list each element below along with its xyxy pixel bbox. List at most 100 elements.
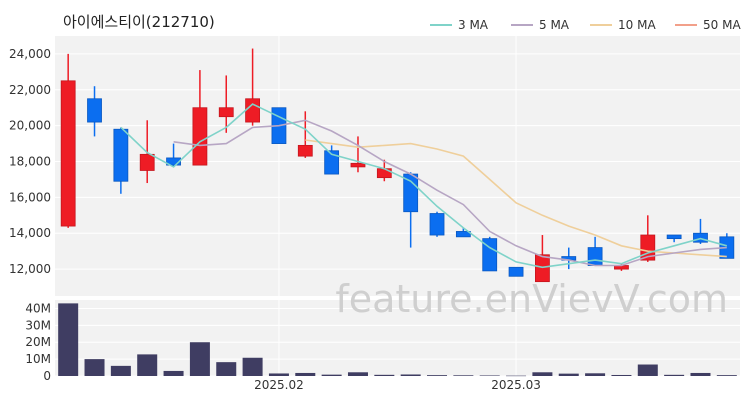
legend-item-ma10: 10 MA: [590, 18, 656, 32]
candle-down: [693, 218, 708, 244]
candle-up: [139, 120, 155, 184]
candle-down: [508, 266, 524, 277]
candle-down: [113, 127, 129, 194]
volume-bar: [558, 373, 579, 376]
volume-bar: [532, 372, 553, 376]
volume-panel: [55, 300, 740, 376]
volume-bar: [58, 303, 79, 376]
price-tick-label: 14,000: [9, 226, 51, 240]
candle-body: [429, 213, 445, 236]
candle-down: [87, 86, 102, 137]
candle-down: [324, 145, 340, 175]
candle-down: [482, 236, 498, 272]
volume-tick-label: 10M: [25, 352, 51, 366]
candle-body: [587, 247, 603, 266]
volume-tick-label: 40M: [25, 301, 51, 315]
candle-body: [297, 144, 313, 157]
legend-item-ma50: 50 MA: [675, 18, 741, 32]
candle-body: [666, 234, 682, 240]
candle-body: [508, 266, 524, 277]
volume-tick-label: 30M: [25, 318, 51, 332]
candle-body: [350, 162, 366, 168]
volume-bar: [347, 372, 368, 376]
candle-down: [429, 211, 445, 237]
price-tick-label: 24,000: [9, 47, 51, 61]
gridlines: [55, 36, 740, 377]
price-tick-label: 20,000: [9, 119, 51, 133]
volume-bar: [163, 370, 184, 376]
candle-down: [666, 234, 682, 243]
candle-body: [535, 254, 550, 283]
candle-up: [297, 111, 313, 158]
volume-bar: [585, 373, 606, 376]
legend-label: 50 MA: [703, 18, 741, 32]
volume-bar: [242, 357, 263, 376]
volume-bar: [268, 373, 289, 376]
candle-up: [350, 136, 366, 173]
candle-body: [245, 98, 260, 123]
volume-bar: [637, 364, 658, 376]
chart-title: 아이에스티이(212710): [63, 13, 215, 31]
moving-average-lines: [120, 103, 728, 269]
candle-down: [166, 143, 181, 167]
candle-up: [535, 235, 550, 283]
candle-body: [324, 150, 340, 175]
price-panel: [55, 36, 740, 296]
candle-body: [113, 128, 129, 182]
ma3-line: [120, 103, 728, 269]
legend: 3 MA 5 MA 10 MA 50 MA: [430, 18, 741, 32]
price-axis-labels: 12,000 14,000 16,000 18,000 20,000 22,000 24,0…: [9, 47, 51, 276]
volume-bar: [295, 372, 316, 376]
volume-bar: [506, 375, 527, 377]
price-tick-label: 18,000: [9, 155, 51, 169]
candle-down: [719, 233, 735, 259]
volume-bar: [321, 374, 342, 376]
candle-body: [218, 107, 234, 118]
candle-up: [245, 48, 260, 126]
volume-bars: [58, 303, 737, 377]
legend-label: 5 MA: [539, 18, 570, 32]
legend-label: 3 MA: [458, 18, 489, 32]
volume-tick-label: 0: [43, 369, 51, 383]
ma5-line: [173, 119, 727, 267]
candlesticks: [60, 48, 735, 283]
volume-bar: [137, 354, 158, 376]
volume-bar: [479, 375, 500, 376]
date-tick-label: 2025.03: [491, 378, 541, 392]
candle-body: [139, 153, 155, 171]
candle-body: [166, 157, 181, 166]
candle-up: [192, 70, 208, 166]
legend-label: 10 MA: [618, 18, 656, 32]
volume-bar: [427, 375, 448, 376]
price-tick-label: 16,000: [9, 190, 51, 204]
candle-body: [87, 98, 102, 123]
ma10-line: [305, 139, 727, 258]
candle-body: [455, 231, 471, 238]
candle-body: [192, 107, 208, 166]
volume-bar: [216, 362, 237, 376]
candle-up: [218, 75, 234, 133]
candle-body: [482, 238, 498, 272]
candle-body: [693, 232, 708, 243]
date-tick-label: 2025.02: [254, 378, 304, 392]
volume-tick-label: 20M: [25, 335, 51, 349]
volume-bar: [110, 365, 131, 376]
volume-bar: [374, 374, 395, 376]
volume-bar: [84, 359, 105, 376]
volume-bar: [611, 374, 632, 376]
volume-bar: [690, 372, 711, 376]
candle-body: [376, 168, 392, 179]
volume-bar: [453, 375, 474, 376]
watermark: feature.enVievV.com: [335, 277, 728, 321]
legend-item-ma5: 5 MA: [511, 18, 570, 32]
price-tick-label: 12,000: [9, 262, 51, 276]
candle-body: [60, 80, 76, 227]
candle-down: [455, 227, 471, 238]
volume-bar: [400, 374, 421, 376]
volume-axis-labels: 0 10M 20M 30M 40M: [25, 301, 51, 383]
volume-bar: [664, 374, 685, 376]
legend-item-ma3: 3 MA: [430, 18, 489, 32]
volume-bar: [716, 375, 737, 376]
date-axis-labels: 2025.02 2025.03: [254, 378, 541, 392]
